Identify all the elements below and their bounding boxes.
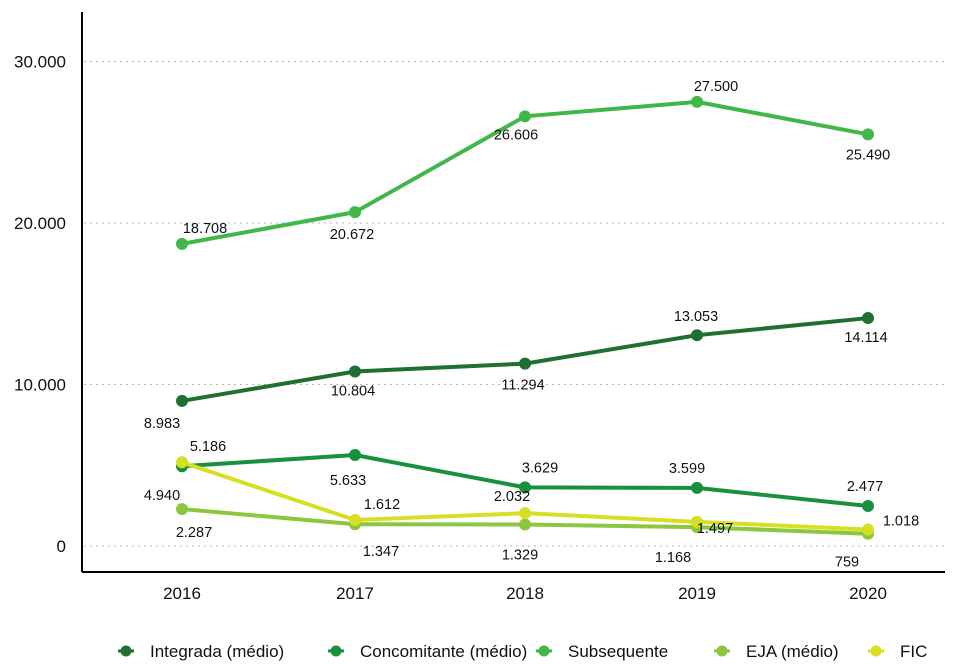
legend-swatch-marker xyxy=(538,645,550,657)
legend-item: Integrada (médio) xyxy=(118,642,284,661)
data-label: 10.804 xyxy=(331,384,375,400)
data-point xyxy=(519,110,531,123)
x-tick-label: 2019 xyxy=(678,584,716,603)
data-label: 14.114 xyxy=(844,330,887,346)
data-label: 25.490 xyxy=(846,147,890,163)
data-point xyxy=(349,513,361,526)
data-label: 13.053 xyxy=(674,309,718,325)
data-label: 1.329 xyxy=(502,548,538,564)
x-tick-label: 2018 xyxy=(506,584,544,603)
series-5 xyxy=(176,456,874,536)
data-point xyxy=(349,365,361,378)
legend-item: Subsequente xyxy=(536,642,668,661)
data-point xyxy=(176,394,188,407)
y-tick-label: 10.000 xyxy=(14,376,66,395)
data-label: 11.294 xyxy=(501,378,544,394)
data-point xyxy=(519,481,531,494)
data-point xyxy=(691,481,703,494)
legend-swatch-marker xyxy=(330,645,342,657)
x-tick-labels: 2016 2017 2018 2019 2020 xyxy=(163,584,887,603)
legend-label: Concomitante (médio) xyxy=(360,642,527,661)
axes xyxy=(81,12,945,573)
legend-swatch-marker xyxy=(870,645,882,657)
legend-swatch-marker xyxy=(120,645,132,657)
data-label: 8.983 xyxy=(144,416,180,432)
data-point xyxy=(519,518,531,531)
x-tick-label: 2020 xyxy=(849,584,887,603)
series-lines xyxy=(176,95,874,540)
data-label: 5.633 xyxy=(330,473,366,489)
y-tick-label: 0 xyxy=(57,537,66,556)
data-point xyxy=(691,329,703,342)
data-point xyxy=(176,456,188,469)
data-point xyxy=(176,237,188,250)
data-point xyxy=(691,515,703,528)
data-label: 2.287 xyxy=(176,525,212,541)
legend-swatch-marker xyxy=(716,645,728,657)
data-point xyxy=(519,357,531,370)
legend-label: Integrada (médio) xyxy=(150,642,284,661)
data-label: 1.497 xyxy=(697,521,733,537)
legend-label: Subsequente xyxy=(568,642,668,661)
data-label: 26.606 xyxy=(494,127,538,143)
data-label: 4.940 xyxy=(144,488,180,504)
legend-label: FIC xyxy=(900,642,927,661)
series-line xyxy=(180,99,870,246)
legend-item: FIC xyxy=(868,642,927,661)
data-point xyxy=(176,503,188,516)
data-label: 27.500 xyxy=(694,79,738,95)
legend-item: EJA (médio) xyxy=(714,642,839,661)
data-label: 1.612 xyxy=(364,497,400,513)
data-labels: 8.983 10.804 11.294 13.053 14.114 4.940 5.633 3… xyxy=(144,79,919,571)
legend-item: Concomitante (médio) xyxy=(328,642,527,661)
series-3 xyxy=(176,95,874,250)
data-label: 1.018 xyxy=(883,514,919,530)
x-tick-label: 2017 xyxy=(336,584,374,603)
data-label: 759 xyxy=(835,555,859,571)
y-tick-labels: 0 10.000 20.000 30.000 xyxy=(14,53,66,557)
data-point xyxy=(691,95,703,108)
series-1 xyxy=(176,312,874,407)
legend: Integrada (médio) Concomitante (médio) Sub… xyxy=(118,642,927,661)
data-point xyxy=(862,312,874,325)
data-label: 5.186 xyxy=(190,439,226,455)
y-tick-label: 30.000 xyxy=(14,53,66,72)
data-label: 18.708 xyxy=(183,221,227,237)
data-label: 2.477 xyxy=(847,479,883,495)
data-label: 20.672 xyxy=(330,227,374,243)
data-point xyxy=(349,206,361,219)
data-label: 3.599 xyxy=(669,461,705,477)
data-label: 1.347 xyxy=(363,544,399,560)
data-point xyxy=(862,128,874,141)
y-tick-label: 20.000 xyxy=(14,214,66,233)
data-point xyxy=(349,449,361,462)
data-point xyxy=(862,523,874,536)
data-label: 2.032 xyxy=(494,489,530,505)
data-point xyxy=(519,507,531,520)
legend-label: EJA (médio) xyxy=(746,642,839,661)
data-label: 3.629 xyxy=(522,460,558,476)
x-tick-label: 2016 xyxy=(163,584,201,603)
data-point xyxy=(862,499,874,512)
data-label: 1.168 xyxy=(655,550,691,566)
